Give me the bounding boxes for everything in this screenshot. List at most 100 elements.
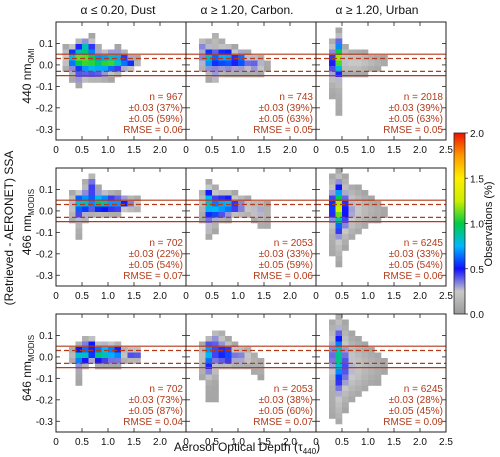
density-cell xyxy=(329,374,336,381)
density-cell xyxy=(361,49,369,56)
density-cell xyxy=(95,341,102,348)
x-tick-label: 0 xyxy=(183,145,189,156)
density-cell xyxy=(218,44,226,50)
density-cell xyxy=(225,217,232,224)
density-cell xyxy=(199,195,206,202)
density-cell xyxy=(101,341,109,348)
density-cell xyxy=(231,363,239,370)
density-cell xyxy=(88,212,96,218)
y-tick-label: 0.0 xyxy=(39,206,53,217)
y-tick-label: 0.1 xyxy=(39,185,53,196)
density-cell xyxy=(205,44,213,50)
density-cell xyxy=(335,66,343,72)
density-cell xyxy=(75,234,83,240)
density-cell xyxy=(335,104,343,111)
density-cell xyxy=(342,71,349,78)
density-cell xyxy=(335,206,343,213)
density-cell xyxy=(231,66,239,72)
density-cell xyxy=(329,228,336,235)
density-cell xyxy=(335,223,343,229)
density-cell xyxy=(355,71,362,78)
density-cell xyxy=(355,228,362,235)
density-cell xyxy=(75,195,83,202)
density-cell xyxy=(75,369,83,375)
density-cell xyxy=(335,314,343,320)
density-cell xyxy=(335,99,343,105)
density-cell xyxy=(348,223,356,229)
density-cell xyxy=(335,380,343,386)
density-cell xyxy=(335,234,343,240)
density-cell xyxy=(69,217,76,224)
density-cell xyxy=(199,341,206,348)
x-tick-label: 2.0 xyxy=(413,437,427,448)
density-cell xyxy=(329,363,336,370)
density-cell xyxy=(361,369,369,375)
density-cell xyxy=(114,201,122,207)
density-cell xyxy=(238,212,245,218)
density-cell xyxy=(257,71,265,78)
density-cell xyxy=(335,201,343,207)
stats-line: ±0.03 (33%) xyxy=(389,249,443,260)
density-cell xyxy=(101,71,109,78)
density-cell xyxy=(82,179,89,185)
density-cell xyxy=(121,352,128,359)
density-cell xyxy=(342,173,349,180)
panel-r1-c0: -0.3-0.2-0.10.00.10 0.5 1.0 1.5 2.0n = 702±0… xyxy=(36,167,187,302)
density-cell xyxy=(88,173,96,180)
y-tick-label: -0.2 xyxy=(36,249,54,260)
x-tick-label: 1.0 xyxy=(231,291,245,302)
density-cell xyxy=(264,60,271,67)
density-cell xyxy=(329,66,336,72)
stats-line: RMSE = 0.05 xyxy=(383,125,443,136)
density-cell xyxy=(257,60,265,67)
density-cell xyxy=(348,385,356,392)
x-tick-label: 0.5 xyxy=(205,437,219,448)
density-cell xyxy=(329,179,336,185)
density-cell xyxy=(368,66,375,72)
density-cell xyxy=(374,352,382,359)
x-tick-label: 0 xyxy=(53,291,59,302)
stats-line: n = 2018 xyxy=(404,92,444,103)
density-cell xyxy=(374,212,382,218)
density-cell xyxy=(348,228,356,235)
density-cell xyxy=(75,352,83,359)
density-cell xyxy=(238,363,245,370)
panel-frame xyxy=(315,21,447,141)
x-tick-label: 1.0 xyxy=(101,437,115,448)
density-cell xyxy=(218,206,226,213)
density-cell xyxy=(251,363,258,370)
density-cell xyxy=(69,358,76,364)
colorbar-gradient xyxy=(453,132,466,315)
density-cell xyxy=(335,391,343,397)
density-cell xyxy=(199,374,206,381)
density-cell xyxy=(75,206,83,213)
density-cell xyxy=(212,363,219,370)
density-cell xyxy=(212,206,219,213)
density-cell xyxy=(348,49,356,56)
density-cell xyxy=(342,319,349,326)
density-cell xyxy=(342,325,349,331)
density-cell xyxy=(329,234,336,240)
density-cell xyxy=(199,44,206,50)
density-cell xyxy=(205,201,213,207)
density-cell xyxy=(342,330,349,337)
density-cell xyxy=(108,77,115,83)
density-cell xyxy=(212,195,219,202)
density-cell xyxy=(95,190,102,196)
density-cell xyxy=(335,168,343,174)
density-cell xyxy=(75,60,83,67)
density-cell xyxy=(355,217,362,224)
density-cell xyxy=(205,385,213,392)
density-cell xyxy=(231,212,239,218)
density-cell xyxy=(244,201,252,207)
x-tick-label: 2.5 xyxy=(439,291,453,302)
density-cell xyxy=(355,212,362,218)
x-tick-label: 0 xyxy=(313,437,319,448)
density-cell xyxy=(244,212,252,218)
x-tick-label: 0.5 xyxy=(75,145,89,156)
stats-line: ±0.03 (39%) xyxy=(389,103,443,114)
density-cell xyxy=(335,93,343,100)
density-cell xyxy=(381,212,388,218)
density-cell xyxy=(231,49,239,56)
density-cell xyxy=(348,234,356,240)
